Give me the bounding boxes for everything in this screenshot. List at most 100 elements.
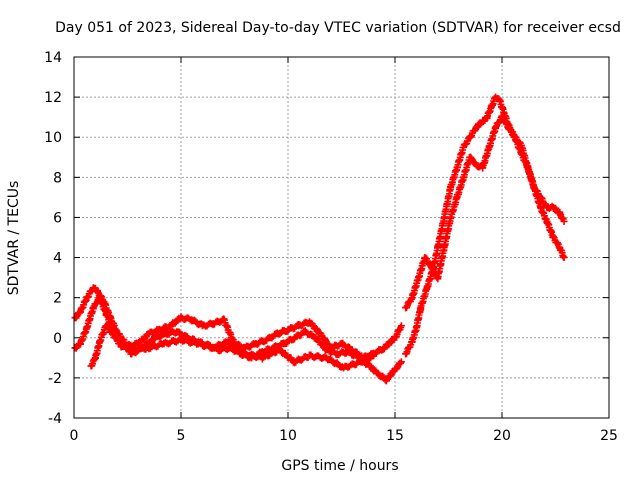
x-tick-labels: 0 5 10 15 20 25 <box>70 428 618 444</box>
data-point <box>447 213 455 221</box>
data-point <box>173 328 181 336</box>
data-point <box>166 322 174 330</box>
data-point <box>188 316 196 324</box>
data-point <box>83 324 91 332</box>
data-point <box>560 217 568 225</box>
data-point <box>151 334 159 342</box>
data-point <box>312 334 320 342</box>
data-point <box>472 161 480 169</box>
data-point <box>549 203 557 211</box>
data-point <box>301 328 309 336</box>
x-tick-label: 10 <box>279 428 297 444</box>
data-point <box>543 203 551 211</box>
data-point <box>194 340 202 348</box>
data-point <box>209 344 217 352</box>
data-point <box>333 350 341 358</box>
data-point <box>83 294 91 302</box>
data-point <box>258 348 266 356</box>
data-point <box>263 336 271 344</box>
data-point <box>487 103 495 111</box>
data-point <box>504 123 512 131</box>
y-tick-label: 14 <box>44 50 62 66</box>
data-point <box>145 344 153 352</box>
data-point <box>466 133 474 141</box>
data-point <box>382 376 390 384</box>
data-point <box>402 350 410 358</box>
data-point <box>209 320 217 328</box>
data-point <box>434 244 442 252</box>
data-points <box>71 93 568 385</box>
data-point <box>391 334 399 342</box>
data-point <box>511 133 519 141</box>
data-point <box>76 308 84 316</box>
series-ecsd-track-c <box>87 322 378 372</box>
data-point <box>374 370 382 378</box>
data-point <box>273 330 281 338</box>
data-point <box>220 316 228 324</box>
series-ecsd-track-d <box>402 93 568 358</box>
data-point <box>357 358 365 366</box>
data-point <box>447 183 455 191</box>
data-point <box>94 288 102 296</box>
y-tick-label: -4 <box>48 411 62 427</box>
y-tick-label: 6 <box>53 210 62 226</box>
data-point <box>338 340 345 348</box>
data-point <box>453 193 461 201</box>
data-point <box>241 350 249 358</box>
series-ecsd-track-e <box>402 112 568 312</box>
data-point <box>344 348 352 356</box>
data-point <box>492 123 500 131</box>
data-point <box>224 338 232 346</box>
data-point <box>434 274 442 282</box>
data-point <box>102 310 110 318</box>
data-point <box>284 326 292 334</box>
y-tick-label: -2 <box>48 371 62 387</box>
data-point <box>440 244 448 252</box>
data-point <box>96 338 104 346</box>
data-point <box>537 203 545 211</box>
grid <box>74 57 609 418</box>
x-tick-label: 5 <box>177 428 186 444</box>
data-point <box>252 340 260 348</box>
data-point <box>156 326 164 334</box>
data-point <box>524 163 532 171</box>
plot-frame <box>73 56 610 419</box>
data-point <box>408 338 416 346</box>
data-point <box>549 234 557 241</box>
data-point <box>102 322 110 330</box>
data-point <box>483 113 491 121</box>
axis-ticks <box>73 56 610 419</box>
data-point <box>440 213 448 221</box>
series-ecsd-track-b <box>71 293 405 385</box>
data-point <box>89 284 97 292</box>
data-point <box>323 354 331 362</box>
data-point <box>96 294 104 302</box>
data-point <box>258 354 266 362</box>
data-point <box>295 322 303 330</box>
data-point <box>492 93 500 101</box>
data-point <box>290 358 298 366</box>
x-tick-label: 20 <box>493 428 511 444</box>
data-point <box>560 254 568 262</box>
data-point <box>417 304 425 312</box>
data-point <box>198 322 206 330</box>
data-point <box>397 358 405 366</box>
data-point <box>316 330 324 338</box>
data-point <box>415 274 423 282</box>
data-point <box>177 314 185 322</box>
data-point <box>537 193 545 201</box>
data-point <box>427 264 435 272</box>
x-tick-label: 15 <box>386 428 404 444</box>
data-point <box>76 340 84 348</box>
y-tick-label: 12 <box>44 90 62 106</box>
data-point <box>290 334 298 342</box>
data-point <box>517 141 525 149</box>
data-point <box>275 346 283 354</box>
y-tick-label: 2 <box>53 291 62 307</box>
y-tick-label: 8 <box>53 170 62 186</box>
data-point <box>479 117 487 125</box>
data-point <box>453 163 461 171</box>
data-point <box>530 183 538 191</box>
data-point <box>89 304 97 312</box>
y-tick-label: 4 <box>53 251 62 267</box>
